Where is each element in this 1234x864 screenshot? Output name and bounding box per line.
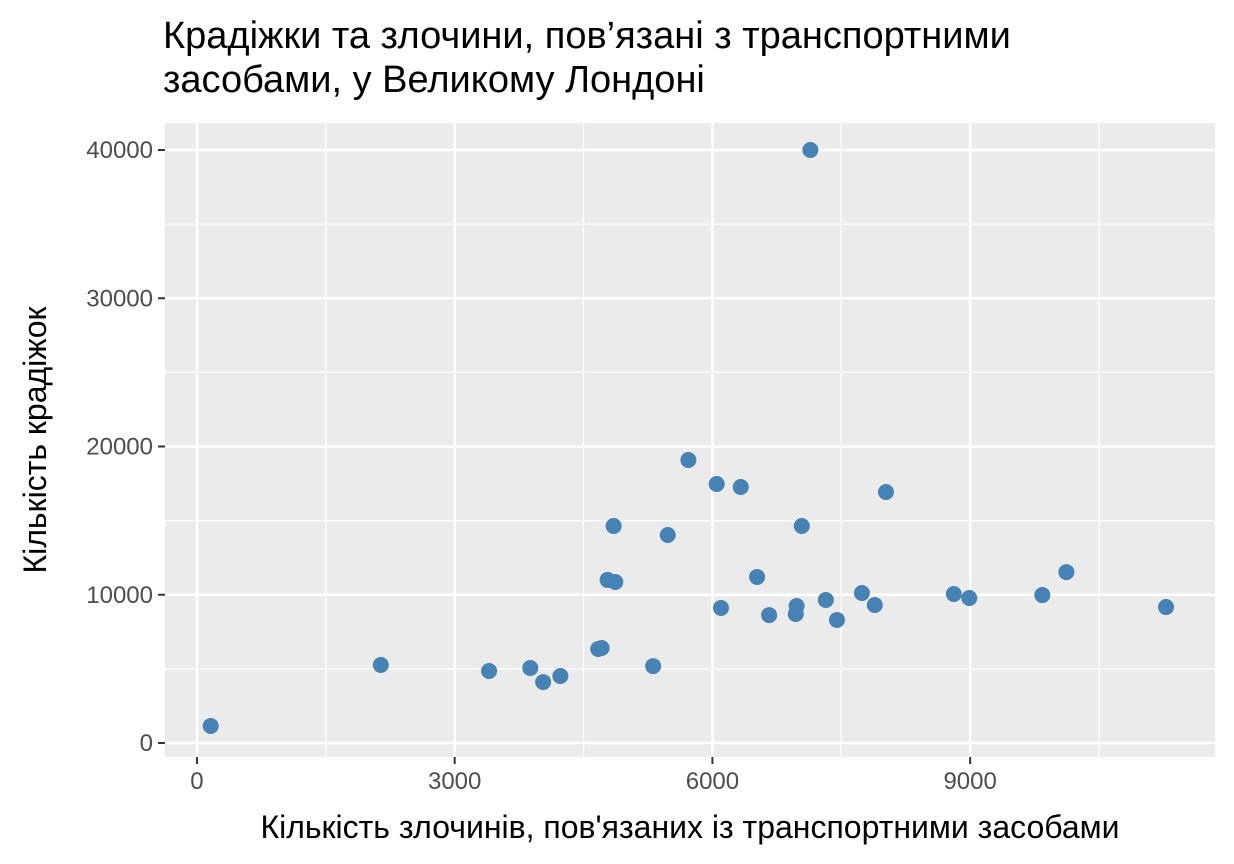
plot-panel [165,123,1215,757]
point [828,611,845,628]
point [802,142,819,159]
point [787,606,804,623]
point [607,574,624,591]
point [605,517,622,534]
point [708,476,725,493]
point [945,586,962,603]
point [877,484,894,501]
point [680,451,697,468]
point [552,667,569,684]
point [817,591,834,608]
point [1058,564,1075,581]
point [761,607,778,624]
point [749,568,766,585]
y-tick-label: 0 [140,730,153,757]
point [866,596,883,613]
point [659,527,676,544]
point [645,658,662,675]
y-tick-label: 40000 [86,137,153,164]
y-tick-label: 30000 [86,285,153,312]
point [713,599,730,616]
point [522,659,539,676]
y-tick-label: 20000 [86,434,153,461]
chart-title: Крадіжки та злочини, пов’язані з транспо… [163,15,1011,101]
y-tick-label: 10000 [86,582,153,609]
x-tick-label: 6000 [686,768,739,795]
y-axis-title: Кількість крадіжок [17,306,53,574]
point [372,657,389,674]
point [853,584,870,601]
x-axis-title: Кількість злочинів, пов'язаних із трансп… [260,809,1119,845]
x-tick-label: 9000 [943,768,996,795]
point [732,478,749,495]
point [961,590,978,607]
point [535,674,552,691]
point [481,662,498,679]
x-tick-label: 0 [190,768,203,795]
point [793,517,810,534]
x-tick-label: 3000 [428,768,481,795]
point [593,639,610,656]
point [1158,599,1175,616]
point [1034,587,1051,604]
point [202,717,219,734]
